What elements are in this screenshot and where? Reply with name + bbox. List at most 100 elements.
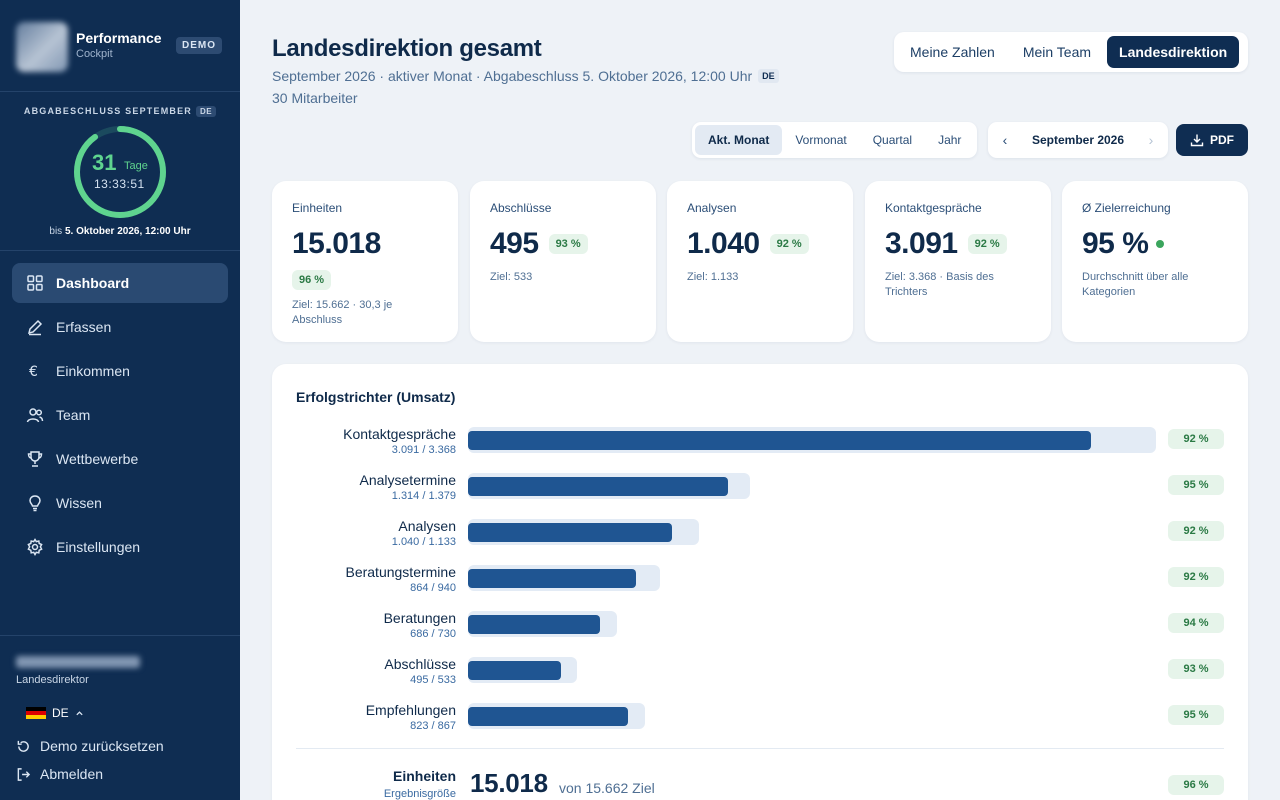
user-role: Landesdirektor [16, 674, 89, 686]
countdown-ring-progress [74, 126, 166, 218]
funnel-row-label: Analysen [398, 518, 456, 534]
prev-month-button[interactable]: ‹ [1002, 132, 1008, 148]
funnel-row-percent: 94 % [1168, 613, 1224, 633]
funnel-total-label: Einheiten [392, 768, 456, 784]
funnel-row-percent: 92 % [1168, 521, 1224, 541]
funnel-actual-bar [468, 615, 600, 634]
tab-previous-month[interactable]: Vormonat [795, 133, 847, 147]
brand-title: Performance [76, 30, 162, 46]
tab-current-month[interactable]: Akt. Monat [695, 125, 783, 155]
demo-reset-label: Demo zurücksetzen [40, 738, 164, 754]
lightbulb-icon [29, 495, 41, 512]
pdf-export-button[interactable]: PDF [1176, 124, 1248, 156]
kpi-label: Analysen [687, 201, 737, 215]
funnel-row-label: Kontaktgespräche [343, 426, 456, 442]
funnel-actual-bar [468, 431, 1091, 450]
sidebar-item-label: Wettbewerbe [56, 451, 139, 467]
sidebar-item-einkommen[interactable]: € Einkommen [12, 351, 228, 391]
view-switch: Meine Zahlen Mein Team Landesdirektion [894, 32, 1248, 72]
users-icon [26, 408, 44, 423]
view-my-numbers-button[interactable]: Meine Zahlen [910, 44, 995, 60]
sidebar: Performance Cockpit DEMO ABGABESCHLUSS S… [0, 0, 240, 800]
funnel-actual-bar [468, 707, 628, 726]
percent-badge: 93 % [1168, 659, 1224, 679]
sidebar-item-label: Einkommen [56, 363, 130, 379]
download-icon [1190, 134, 1204, 147]
language-selector[interactable]: DE [26, 706, 84, 720]
view-landesdirektion-button[interactable]: Landesdirektion [1107, 36, 1240, 68]
logout-label: Abmelden [40, 766, 104, 782]
sidebar-item-erfassen[interactable]: Erfassen [12, 307, 228, 347]
kpi-value: 3.091 [885, 227, 958, 260]
demo-badge: DEMO [176, 37, 222, 54]
deadline-until-prefix: bis [49, 226, 63, 237]
funnel-row-label: Analysetermine [359, 472, 457, 488]
funnel-row-values: 686 / 730 [410, 628, 456, 640]
sidebar-item-wissen[interactable]: Wissen [12, 483, 228, 523]
funnel-row-percent: 92 % [1168, 429, 1224, 449]
brand-subtitle: Cockpit [76, 48, 113, 60]
percent-badge: 95 % [1168, 705, 1224, 725]
funnel-row: Beratungstermine 864 / 940 92 % [272, 564, 1248, 604]
deadline-until: bis 5. Oktober 2026, 12:00 Uhr [0, 226, 240, 237]
funnel-total-percent: 96 % [1168, 775, 1224, 795]
kpi-value: 15.018 [292, 227, 381, 260]
dashboard-icon [27, 275, 43, 291]
tab-year[interactable]: Jahr [938, 133, 962, 147]
kpi-card-analysen: Analysen 1.040 92 % Ziel: 1.133 [667, 181, 853, 342]
kpi-label: Abschlüsse [490, 201, 552, 215]
percent-badge: 95 % [1168, 475, 1224, 495]
funnel-row-label: Beratungen [383, 610, 456, 626]
tab-quarter[interactable]: Quartal [872, 133, 913, 147]
funnel-actual-bar [468, 569, 636, 588]
percent-badge: 92 % [1168, 429, 1224, 449]
kpi-note: Ziel: 1.133 [687, 271, 739, 283]
kpi-note: Ziel: 15.662 · 30,3 je Abschluss [292, 299, 393, 326]
funnel-row-values: 1.314 / 1.379 [391, 490, 456, 502]
sidebar-divider [0, 250, 240, 251]
sidebar-divider [0, 635, 240, 636]
chevron-up-icon [76, 710, 83, 715]
kpi-value: 495 [490, 227, 539, 260]
funnel-card: Erfolgstrichter (Umsatz) Kontaktgespräch… [272, 364, 1248, 800]
deadline-until-date: 5. Oktober 2026, 12:00 Uhr [64, 226, 191, 237]
funnel-row: Beratungen 686 / 730 94 % [272, 610, 1248, 650]
kpi-percent-badge: 92 % [769, 234, 809, 254]
month-label: September 2026 [1031, 133, 1125, 147]
countdown-time: 13:33:51 [94, 177, 145, 191]
funnel-row: Analysen 1.040 / 1.133 92 % [272, 518, 1248, 558]
brand[interactable]: Performance Cockpit DEMO [16, 20, 226, 76]
kpi-percent-badge: 96 % [292, 270, 332, 290]
funnel-row-values: 1.040 / 1.133 [391, 536, 456, 548]
kpi-note: Ziel: 3.368 · Basis des Trichters [885, 271, 994, 298]
sidebar-item-einstellungen[interactable]: Einstellungen [12, 527, 228, 567]
funnel-row-percent: 92 % [1168, 567, 1224, 587]
countdown-days-unit: Tage [124, 160, 148, 172]
kpi-value: 95 % [1082, 227, 1149, 260]
logout-icon [17, 767, 31, 781]
view-my-team-button[interactable]: Mein Team [1022, 44, 1092, 60]
period-tabs: Akt. Monat Vormonat Quartal Jahr [692, 122, 978, 158]
page-subtitle: September 2026 · aktiver Monat · Abgabes… [272, 68, 779, 84]
user-name-blurred [16, 656, 140, 668]
germany-flag-icon [26, 706, 46, 720]
countdown-days: 31 [92, 150, 117, 175]
funnel-actual-bar [468, 661, 561, 680]
pencil-icon [27, 319, 43, 336]
sidebar-item-dashboard[interactable]: Dashboard [12, 263, 228, 303]
next-month-button[interactable]: › [1148, 132, 1154, 148]
deadline-lang-badge: DE [196, 106, 217, 117]
funnel-actual-bar [468, 523, 672, 542]
demo-reset-button[interactable]: Demo zurücksetzen [16, 738, 164, 754]
pdf-export-label: PDF [1210, 133, 1234, 147]
page-subtitle-text: September 2026 · aktiver Monat · Abgabes… [272, 68, 753, 84]
funnel-row: Abschlüsse 495 / 533 93 % [272, 656, 1248, 696]
sidebar-item-label: Dashboard [56, 275, 130, 291]
reset-icon [17, 740, 29, 752]
sidebar-item-wettbewerbe[interactable]: Wettbewerbe [12, 439, 228, 479]
logout-button[interactable]: Abmelden [16, 766, 103, 782]
sidebar-item-team[interactable]: Team [12, 395, 228, 435]
sidebar-nav: Dashboard Erfassen € Einkommen Team Wett… [12, 263, 228, 571]
sidebar-item-label: Erfassen [56, 319, 112, 335]
sidebar-divider [0, 91, 240, 92]
